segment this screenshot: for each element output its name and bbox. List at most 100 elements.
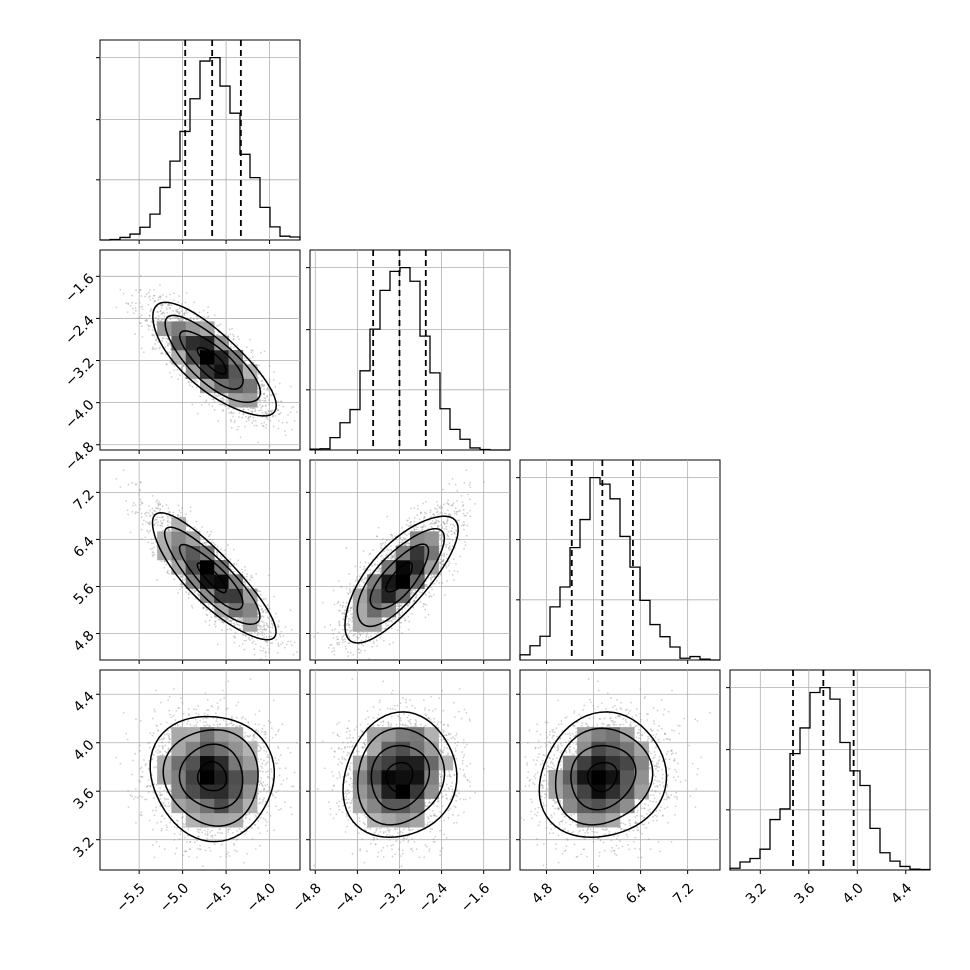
sample-point (191, 589, 194, 591)
sample-point (175, 309, 177, 312)
sample-point (145, 514, 148, 517)
sample-point (156, 499, 159, 502)
sample-point (157, 311, 159, 313)
sample-point (280, 401, 283, 403)
sample-point (269, 631, 272, 634)
sample-point (153, 546, 156, 549)
sample-point (161, 304, 164, 307)
sample-point (161, 294, 164, 296)
sample-point (192, 318, 195, 321)
sample-point (277, 419, 280, 422)
sample-point (214, 620, 217, 623)
sample-point (183, 312, 186, 315)
panel-frame (309, 249, 511, 451)
sample-point (158, 516, 161, 519)
sample-point (140, 347, 143, 350)
sample-point (169, 348, 172, 351)
sample-point (167, 517, 169, 520)
sample-point (222, 621, 225, 624)
scatter-points (115, 469, 298, 660)
sample-point (228, 412, 231, 415)
sample-point (180, 303, 183, 305)
sample-point (179, 511, 182, 514)
sample-point (265, 388, 268, 391)
sample-point (248, 419, 250, 422)
sample-point (160, 313, 163, 315)
sample-point (275, 638, 278, 641)
sample-point (245, 635, 247, 638)
sample-point (160, 516, 163, 519)
sample-point (263, 628, 265, 631)
sample-point (157, 501, 160, 503)
sample-point (271, 626, 274, 629)
sample-point (169, 359, 172, 362)
sample-point (261, 411, 264, 414)
sample-point (257, 624, 260, 627)
sample-point (233, 641, 236, 644)
sample-point (167, 304, 169, 307)
sample-point (169, 293, 171, 296)
sample-point (157, 524, 159, 527)
sample-point (249, 357, 251, 359)
sample-point (172, 310, 175, 312)
sample-point (223, 617, 226, 620)
sample-point (148, 295, 151, 298)
sample-point (165, 363, 168, 365)
sample-point (267, 410, 270, 412)
sample-point (166, 571, 169, 574)
sample-point (236, 618, 239, 621)
sample-point (260, 409, 262, 412)
sample-point (151, 513, 154, 516)
sample-point (236, 335, 239, 338)
sample-point (258, 364, 260, 367)
sample-point (254, 410, 257, 413)
sample-point (141, 308, 144, 311)
sample-point (178, 311, 181, 313)
sample-point (172, 513, 174, 516)
sample-point (264, 397, 267, 400)
sample-point (269, 642, 272, 645)
sample-point (166, 363, 168, 366)
sample-point (159, 508, 161, 511)
sample-point (185, 310, 187, 312)
sample-point (183, 314, 186, 317)
sample-point (238, 411, 241, 414)
sample-point (184, 312, 186, 315)
sample-point (261, 405, 264, 408)
sample-point (160, 351, 163, 354)
sample-point (144, 319, 147, 322)
sample-point (146, 319, 149, 322)
sample-point (150, 320, 153, 323)
sample-point (268, 380, 271, 383)
sample-point (140, 325, 143, 328)
sample-point (167, 303, 170, 305)
sample-point (149, 509, 152, 512)
sample-point (135, 289, 137, 292)
sample-point (161, 312, 164, 315)
sample-point (218, 395, 221, 397)
sample-point (263, 396, 266, 399)
sample-point (183, 579, 186, 582)
sample-point (261, 626, 263, 629)
sample-point (115, 306, 118, 309)
sample-point (181, 368, 184, 371)
sample-point (151, 347, 154, 350)
sample-point (157, 296, 160, 299)
sample-point (263, 383, 265, 386)
sample-point (209, 533, 212, 536)
sample-point (216, 395, 219, 398)
sample-point (216, 643, 219, 646)
sample-point (283, 430, 286, 433)
sample-point (161, 318, 164, 320)
histogram-bars (100, 56, 301, 241)
sample-point (251, 642, 254, 645)
sample-point (242, 408, 245, 411)
sample-point (177, 318, 179, 321)
sample-point (147, 324, 149, 327)
sample-point (264, 405, 267, 408)
sample-point (242, 412, 245, 415)
sample-point (277, 620, 280, 623)
sample-point (175, 310, 178, 313)
sample-point (233, 419, 236, 422)
sample-point (240, 619, 243, 622)
